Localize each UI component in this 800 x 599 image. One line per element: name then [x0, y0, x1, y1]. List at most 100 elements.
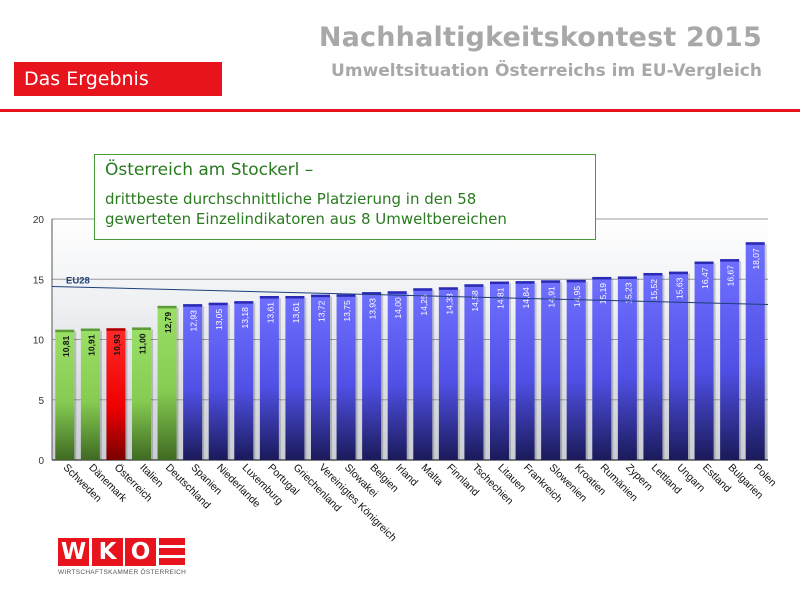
bar-top-edge [157, 305, 177, 309]
data-label: 14,95 [572, 286, 582, 308]
callout-body-line-1: drittbeste durchschnittliche Platzierung… [105, 190, 477, 208]
data-label: 13,75 [342, 300, 352, 322]
bar-top-edge [259, 295, 279, 299]
bar-top-edge [311, 294, 330, 298]
eu28-label: EU28 [66, 276, 90, 287]
bar-vereinigtes-königreich [311, 294, 330, 460]
logo-box-o: O [125, 538, 156, 566]
bar-rumänien [592, 276, 612, 460]
y-tick-label: 0 [38, 456, 44, 467]
bar-österreich [106, 328, 126, 460]
bar-top-edge [617, 276, 637, 279]
callout-title: Österreich am Stockerl – [105, 160, 314, 180]
data-label: 11,00 [138, 333, 148, 354]
bar-top-edge [438, 287, 458, 290]
bar-top-edge [643, 272, 663, 276]
page-title: Nachhaltigkeitskontest 2015 [318, 22, 762, 53]
bar-deutschland [157, 305, 177, 460]
callout-body-line-2: gewerteten Einzelindikatoren aus 8 Umwel… [105, 210, 507, 228]
bar-ungarn [669, 271, 688, 460]
data-label: 16,47 [700, 267, 710, 289]
bar-top-edge [669, 271, 688, 275]
bar-italien [132, 327, 151, 460]
bar-polen [745, 242, 765, 460]
category-label: Malta [419, 462, 446, 489]
data-label: 14,25 [419, 294, 429, 316]
data-label: 14,84 [521, 287, 531, 309]
bar-belgien [362, 292, 382, 460]
bar-finnland [438, 287, 458, 460]
data-label: 15,23 [623, 282, 633, 304]
data-label: 13,61 [265, 302, 275, 324]
bar-zypern [617, 276, 637, 460]
data-label: 12,93 [189, 310, 199, 332]
bar-top-edge [566, 279, 586, 283]
bar-top-edge [720, 259, 740, 262]
bar-slowenien [541, 280, 561, 460]
bar-frankreich [515, 281, 535, 460]
bar-top-edge [285, 295, 305, 299]
y-tick-label: 20 [33, 215, 45, 226]
result-badge: Das Ergebnis [14, 62, 222, 96]
bar-top-edge [592, 276, 612, 280]
bar-top-edge [387, 291, 407, 294]
logo-stripes [159, 538, 185, 566]
bar-top-edge [362, 292, 382, 295]
data-label: 18,07 [751, 248, 761, 270]
bar-tschechien [464, 284, 484, 460]
logo-stripe-top [159, 538, 185, 545]
logo-caption: WIRTSCHAFTSKAMMER ÖSTERREICH [58, 569, 187, 576]
y-tick-label: 10 [33, 336, 45, 347]
logo-box-w: W [58, 538, 89, 566]
bar-irland [387, 291, 407, 460]
logo-letter-w: W [60, 539, 87, 565]
bar-top-edge [694, 261, 714, 265]
y-tick-label: 15 [33, 275, 45, 286]
bar-schweden [55, 329, 75, 460]
eu28-reference-line [51, 286, 769, 306]
bar-top-edge [336, 294, 356, 297]
bar-top-edge [208, 302, 228, 306]
bar-top-edge [80, 328, 100, 332]
bar-top-edge [55, 329, 75, 333]
bar-top-edge [106, 328, 126, 331]
bar-top-edge [234, 301, 254, 304]
page-subtitle: Umweltsituation Österreichs im EU-Vergle… [331, 61, 762, 81]
bar-top-edge [515, 281, 535, 284]
bar-estland [694, 261, 714, 460]
data-label: 14,91 [547, 286, 557, 308]
data-label: 13,05 [214, 308, 224, 330]
data-label: 15,63 [675, 277, 685, 299]
bar-top-edge [183, 304, 203, 307]
data-label: 13,93 [368, 298, 378, 320]
logo-stripe-bottom [159, 558, 185, 565]
bar-malta [413, 288, 433, 460]
bar-litauen [490, 281, 509, 460]
callout-box: Österreich am Stockerl – drittbeste durc… [94, 154, 596, 240]
data-label: 14,58 [470, 290, 480, 312]
data-label: 15,52 [649, 279, 659, 301]
data-label: 16,67 [726, 265, 736, 287]
bar-slowakei [336, 294, 356, 460]
data-label: 10,93 [112, 334, 122, 356]
bar-lettland [643, 272, 663, 460]
data-label: 10,91 [86, 334, 96, 356]
bar-bulgarien [720, 259, 740, 460]
bar-dänemark [80, 328, 100, 460]
data-label: 14,00 [393, 297, 403, 319]
data-label: 12,79 [163, 312, 173, 334]
data-label: 15,19 [598, 283, 608, 305]
data-label: 13,61 [291, 302, 301, 324]
bar-top-edge [413, 288, 433, 291]
bar-top-edge [490, 281, 509, 285]
logo-letter-k: K [98, 539, 117, 565]
logo-letter-o: O [130, 539, 151, 565]
bar-kroatien [566, 279, 586, 460]
logo-stripe-middle [159, 548, 185, 555]
data-label: 13,72 [317, 300, 327, 322]
bar-spanien [183, 304, 203, 460]
logo-box-k: K [92, 538, 123, 566]
bar-niederlande [208, 302, 228, 460]
bar-top-edge [541, 280, 561, 283]
bar-luxemburg [234, 301, 254, 460]
